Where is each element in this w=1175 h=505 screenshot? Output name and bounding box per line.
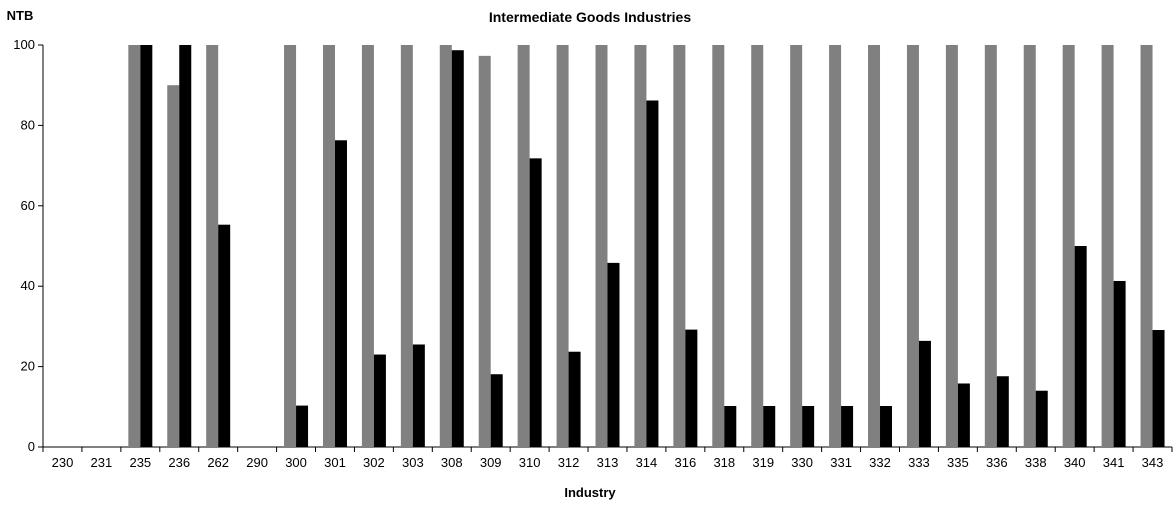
black-bar-262 — [218, 224, 231, 447]
black-bar-312 — [568, 351, 581, 447]
x-tick-label: 302 — [363, 455, 385, 470]
black-bar-333 — [918, 340, 931, 447]
bars — [128, 45, 1165, 448]
x-tick-label: 231 — [91, 455, 113, 470]
black-bar-341 — [1113, 280, 1126, 447]
black-bar-331 — [841, 405, 854, 447]
x-tick-label: 331 — [830, 455, 852, 470]
x-tick-label: 290 — [246, 455, 268, 470]
gray-bar-318 — [712, 45, 725, 447]
x-tick-label: 312 — [558, 455, 580, 470]
black-bar-313 — [607, 262, 620, 447]
gray-bar-236 — [167, 85, 180, 447]
gray-bar-301 — [322, 45, 335, 447]
y-axis: 0 20 40 60 80 100 — [13, 37, 44, 454]
gray-bar-333 — [906, 45, 919, 447]
x-tick-label: 235 — [129, 455, 151, 470]
x-tick-label: 303 — [402, 455, 424, 470]
y-tick-label: 100 — [13, 37, 35, 52]
gray-bar-308 — [439, 45, 452, 447]
black-bar-236 — [179, 45, 192, 447]
x-tick-label: 316 — [675, 455, 697, 470]
y-tick-label: 0 — [28, 439, 35, 454]
black-bar-301 — [334, 140, 347, 448]
gray-bar-310 — [517, 45, 530, 447]
black-bar-302 — [373, 354, 386, 447]
x-tick-label: 341 — [1103, 455, 1125, 470]
x-tick-label: 300 — [285, 455, 307, 470]
black-bar-314 — [646, 100, 659, 447]
gray-bar-336 — [984, 45, 997, 447]
black-bar-300 — [296, 405, 309, 447]
gray-bar-330 — [790, 45, 803, 447]
gray-bar-314 — [634, 45, 647, 447]
x-tick-label: 308 — [441, 455, 463, 470]
gray-bar-332 — [868, 45, 881, 447]
black-bar-343 — [1152, 330, 1165, 447]
x-tick-label: 336 — [986, 455, 1008, 470]
x-tick-label: 309 — [480, 455, 502, 470]
gray-bar-312 — [556, 45, 569, 447]
x-tick-label: 330 — [791, 455, 813, 470]
y-tick-label: 80 — [21, 117, 35, 132]
gray-bar-331 — [829, 45, 842, 447]
x-tick-label: 230 — [52, 455, 74, 470]
gray-bar-262 — [206, 45, 219, 447]
chart-title: Intermediate Goods Industries — [489, 9, 691, 25]
gray-bar-335 — [945, 45, 958, 447]
black-bar-332 — [880, 405, 893, 447]
black-bar-308 — [451, 50, 464, 447]
y-axis-title: NTB — [7, 8, 34, 23]
black-bar-335 — [957, 383, 970, 447]
gray-bar-313 — [595, 45, 608, 447]
gray-bar-300 — [284, 45, 297, 447]
x-tick-label: 318 — [713, 455, 735, 470]
gray-bar-340 — [1062, 45, 1075, 447]
black-bar-310 — [529, 158, 542, 447]
x-tick-label: 313 — [597, 455, 619, 470]
x-tick-label: 333 — [908, 455, 930, 470]
black-bar-318 — [724, 405, 737, 447]
x-tick-label: 335 — [947, 455, 969, 470]
black-bar-309 — [490, 374, 503, 447]
x-axis: 230 231 235 236 262 290 300 301 302 303 308 309 310 3… — [42, 446, 1173, 470]
black-bar-330 — [802, 405, 815, 447]
black-bar-316 — [685, 329, 698, 447]
black-bar-338 — [1035, 390, 1048, 447]
y-tick-label: 20 — [21, 359, 35, 374]
black-bar-340 — [1074, 246, 1087, 447]
x-tick-label: 319 — [752, 455, 774, 470]
x-tick-label: 262 — [207, 455, 229, 470]
x-tick-label: 338 — [1025, 455, 1047, 470]
x-tick-label: 340 — [1064, 455, 1086, 470]
x-tick-label: 301 — [324, 455, 346, 470]
gray-bar-316 — [673, 45, 686, 447]
x-axis-title: Industry — [564, 485, 616, 500]
y-tick-label: 60 — [21, 198, 35, 213]
gray-bar-338 — [1023, 45, 1036, 447]
gray-bar-341 — [1101, 45, 1114, 447]
x-tick-label: 310 — [519, 455, 541, 470]
gray-bar-302 — [361, 45, 374, 447]
gray-bar-343 — [1140, 45, 1153, 447]
x-tick-label: 343 — [1142, 455, 1164, 470]
x-tick-label: 314 — [636, 455, 658, 470]
x-tick-label: 236 — [168, 455, 190, 470]
black-bar-235 — [140, 45, 153, 447]
gray-bar-303 — [400, 45, 413, 447]
y-tick-label: 40 — [21, 278, 35, 293]
black-bar-319 — [763, 405, 776, 447]
gray-bar-235 — [128, 45, 141, 447]
gray-bar-319 — [751, 45, 764, 447]
x-tick-label: 332 — [869, 455, 891, 470]
gray-bar-309 — [478, 55, 491, 447]
black-bar-336 — [996, 376, 1009, 447]
black-bar-303 — [412, 344, 425, 447]
